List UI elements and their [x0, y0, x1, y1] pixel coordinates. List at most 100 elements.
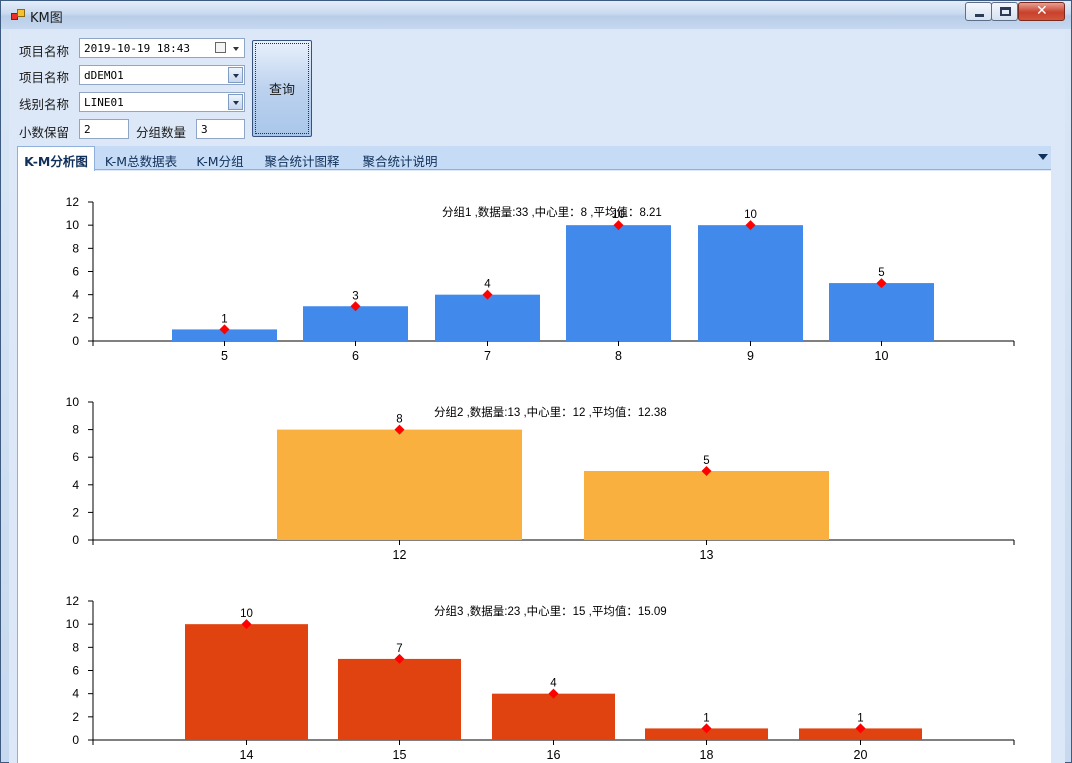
- value-marker: [548, 688, 559, 699]
- y-tick-label: 2: [72, 505, 79, 519]
- groups-input[interactable]: 3: [196, 119, 245, 139]
- data-label: 4: [550, 678, 557, 690]
- tab-km-groups[interactable]: K-M分组: [196, 154, 244, 169]
- bar: [172, 329, 277, 341]
- bar: [799, 728, 922, 740]
- bar: [303, 306, 408, 341]
- x-tick-label: 14: [240, 748, 254, 762]
- date-picker[interactable]: 2019-10-19 18:43: [79, 38, 245, 58]
- form-client-area: 项目名称 2019-10-19 18:43 项目名称 dDEMO1 线别名称 L…: [9, 30, 1065, 763]
- line-label: 线别名称: [19, 97, 70, 112]
- y-tick-label: 6: [72, 664, 79, 678]
- data-label: 5: [703, 455, 709, 467]
- y-tick-label: 6: [72, 450, 79, 464]
- bar: [185, 624, 308, 740]
- groups-label: 分组数量: [136, 125, 187, 140]
- value-marker: [350, 301, 361, 312]
- y-tick-label: 10: [66, 218, 80, 232]
- data-label: 7: [396, 643, 402, 655]
- y-tick-label: 6: [72, 265, 79, 279]
- x-tick-label: 8: [615, 349, 622, 363]
- y-tick-label: 0: [72, 334, 79, 348]
- minimize-icon: [975, 14, 984, 17]
- bar: [492, 693, 615, 740]
- window-title: KM图: [30, 11, 63, 26]
- close-button[interactable]: ✕: [1018, 2, 1065, 21]
- line-value: LINE01: [84, 96, 124, 109]
- x-tick-label: 9: [747, 349, 754, 363]
- date-value: 2019-10-19 18:43: [84, 42, 190, 55]
- dropdown-arrow-icon[interactable]: [228, 67, 243, 83]
- minimize-button[interactable]: [965, 2, 992, 21]
- value-marker: [745, 220, 756, 231]
- y-tick-label: 10: [66, 395, 80, 409]
- y-tick-label: 8: [72, 640, 79, 654]
- bar: [277, 429, 522, 540]
- chart-panel: 0 2 4 6 8 10 12 分组1 ,数据量:33 ,中心里：8 ,平均值：8.21 5 1 6…: [17, 171, 1051, 763]
- query-button[interactable]: 查询: [252, 40, 312, 137]
- data-label: 1: [221, 313, 227, 325]
- data-label: 10: [744, 209, 757, 221]
- y-tick-label: 0: [72, 733, 79, 747]
- tab-cluster-chart-notes[interactable]: 聚合统计图释: [264, 154, 340, 169]
- tab-strip: K-M分析图 K-M总数据表 K-M分组 聚合统计图释 聚合统计说明: [17, 146, 1051, 172]
- y-tick-label: 12: [66, 195, 80, 209]
- y-tick-label: 12: [66, 594, 80, 608]
- value-marker: [876, 278, 887, 289]
- data-label: 1: [857, 712, 863, 724]
- x-tick-label: 10: [875, 349, 889, 363]
- chart-annotation-3: 分组3 ,数据量:23 ,中心里：15 ,平均值：15.09: [434, 604, 667, 618]
- bar: [829, 283, 934, 341]
- close-icon: ✕: [1036, 3, 1048, 19]
- y-tick-label: 4: [72, 288, 79, 302]
- y-tick-label: 8: [72, 241, 79, 255]
- value-marker: [701, 723, 712, 734]
- maximize-button[interactable]: [991, 2, 1018, 21]
- tab-cluster-stats-notes[interactable]: 聚合统计说明: [362, 154, 438, 169]
- x-tick-label: 20: [854, 748, 868, 762]
- y-tick-label: 2: [72, 311, 79, 325]
- chevron-down-icon[interactable]: [233, 47, 239, 54]
- y-tick-label: 8: [72, 423, 79, 437]
- chart-annotation-1: 分组1 ,数据量:33 ,中心里：8 ,平均值：8.21: [442, 205, 662, 219]
- y-tick-label: 4: [72, 687, 79, 701]
- data-label: 5: [878, 267, 884, 279]
- value-marker: [613, 220, 624, 231]
- tab-overflow-icon[interactable]: [1038, 154, 1048, 165]
- value-marker: [855, 723, 866, 734]
- bar: [584, 471, 829, 540]
- value-marker: [394, 424, 405, 435]
- tab-km-data-table[interactable]: K-M总数据表: [104, 154, 178, 169]
- y-tick-label: 4: [72, 478, 79, 492]
- data-label: 1: [703, 712, 709, 724]
- title-bar[interactable]: KM图 ✕: [1, 1, 1071, 29]
- project-label: 项目名称: [19, 70, 70, 85]
- dropdown-arrow-icon[interactable]: [228, 94, 243, 110]
- calendar-icon[interactable]: [215, 42, 226, 53]
- bar: [435, 294, 540, 341]
- y-tick-label: 2: [72, 710, 79, 724]
- line-select[interactable]: LINE01: [79, 92, 245, 112]
- bar: [338, 658, 461, 740]
- tab-km-chart[interactable]: K-M分析图: [17, 146, 95, 172]
- x-tick-label: 15: [393, 748, 407, 762]
- bar: [645, 728, 768, 740]
- project-value: dDEMO1: [84, 69, 124, 82]
- maximize-icon: [1000, 7, 1011, 16]
- x-tick-label: 12: [393, 548, 407, 562]
- bar: [698, 225, 803, 341]
- bar: [566, 225, 671, 341]
- data-label: 10: [240, 608, 253, 620]
- data-label: 3: [352, 290, 358, 302]
- decimals-label: 小数保留: [19, 125, 70, 140]
- data-label: 8: [396, 414, 402, 426]
- value-marker: [394, 653, 405, 664]
- decimals-input[interactable]: 2: [79, 119, 129, 139]
- y-tick-label: 0: [72, 533, 79, 547]
- x-tick-label: 18: [700, 748, 714, 762]
- x-tick-label: 7: [484, 349, 491, 363]
- project-select[interactable]: dDEMO1: [79, 65, 245, 85]
- value-marker: [241, 619, 252, 630]
